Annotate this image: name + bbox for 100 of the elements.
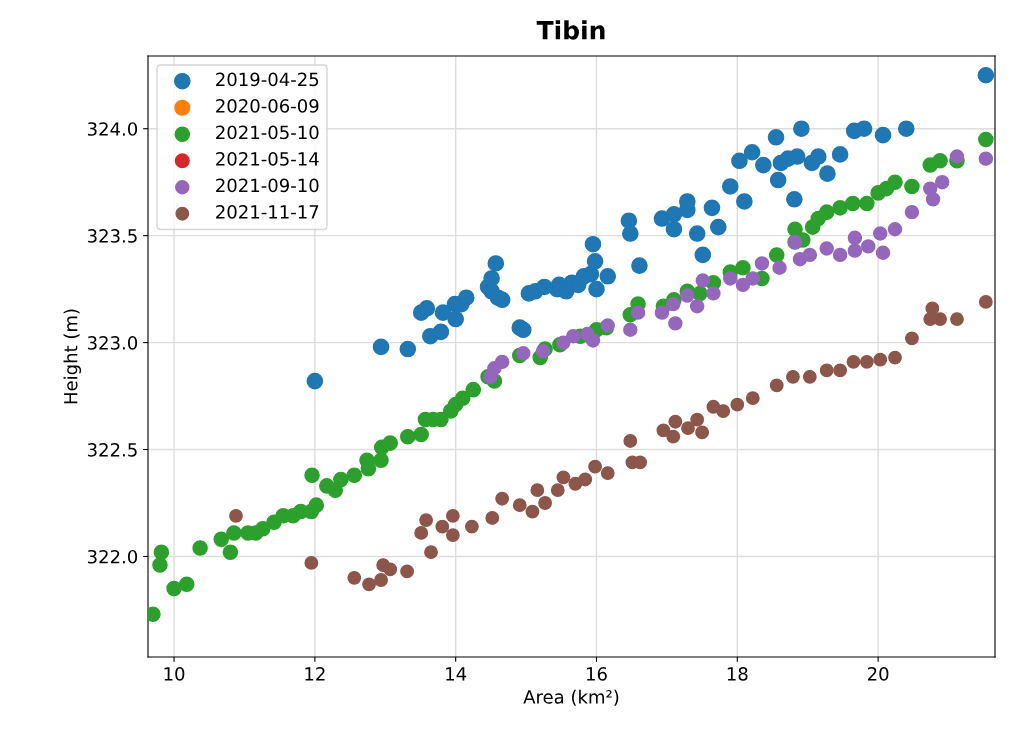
point [530,483,545,498]
point [933,312,947,326]
point [512,498,527,513]
point [666,296,681,312]
point [730,397,745,412]
point [424,545,438,560]
point [445,528,460,542]
point [362,577,376,592]
point [680,288,695,303]
point [435,519,450,534]
point [745,391,760,406]
point [887,222,903,237]
point [978,295,993,309]
legend-label: 2019-04-25 [216,72,319,87]
point [538,496,553,510]
x-axis-title: Area (km²) [523,689,619,706]
point [846,354,861,369]
point [832,247,848,263]
point [588,459,602,474]
y-tick-label: 322.0 [87,549,138,564]
point [716,404,731,418]
point [304,555,319,570]
point [706,286,721,301]
point [861,239,876,254]
point [904,204,920,220]
point [566,328,581,344]
point [847,230,863,246]
point [819,241,834,256]
y-axis-title: Height (m) [63,309,82,404]
point [873,352,888,367]
point [445,508,460,523]
point [875,245,891,260]
point [495,491,510,506]
point [419,513,434,528]
point [374,573,388,587]
point [656,423,671,438]
legend-label: 2021-05-14 [216,152,319,166]
legend-label: 2021-09-10 [216,178,319,193]
point [873,226,888,241]
y-tick-label: 324.0 [87,122,138,136]
point [383,562,398,577]
point [494,354,510,370]
point [819,363,834,378]
x-tick-label: 18 [727,667,748,681]
point [802,247,818,263]
x-tick-label: 20 [867,667,889,681]
point [578,472,593,487]
x-tick-label: 10 [164,667,185,681]
point [690,412,705,427]
point [623,434,638,448]
point [772,260,787,275]
legend-label: 2021-05-10 [216,125,319,140]
point [681,421,695,436]
point [695,273,711,288]
x-tick-label: 14 [446,667,467,681]
point [745,271,761,286]
y-tick-label: 323.5 [87,229,137,243]
point [723,271,738,286]
point [934,174,950,190]
point [654,305,670,320]
point [550,483,565,498]
point [950,312,964,326]
point [556,470,571,485]
point [769,378,784,393]
legend-label: 2020-06-09 [216,99,319,113]
point [516,346,531,361]
point [925,192,941,207]
point [833,363,848,378]
x-tick-label: 12 [305,667,325,681]
x-tick-label: 16 [586,667,607,681]
point [689,299,705,314]
y-tick-label: 323.0 [87,336,138,350]
point [229,508,243,523]
point [585,333,601,348]
point [347,570,362,585]
point [949,149,965,164]
point [666,429,681,444]
point [556,335,571,350]
point [802,369,817,384]
point [847,243,863,258]
point [668,414,683,429]
point [978,151,994,166]
point [668,316,683,331]
point [464,519,479,534]
point [600,466,615,480]
point [859,354,874,369]
point [695,425,710,440]
point [905,331,919,346]
point [400,564,415,579]
point [754,256,770,271]
point [623,322,638,337]
point [485,511,500,525]
point [735,277,751,293]
legend-label: 2021-11-17 [216,205,319,219]
chart-title: Tibin [536,20,605,40]
point [630,305,646,320]
point [786,369,800,384]
y-tick-label: 322.5 [87,443,137,457]
point [888,350,902,365]
point [414,526,429,540]
